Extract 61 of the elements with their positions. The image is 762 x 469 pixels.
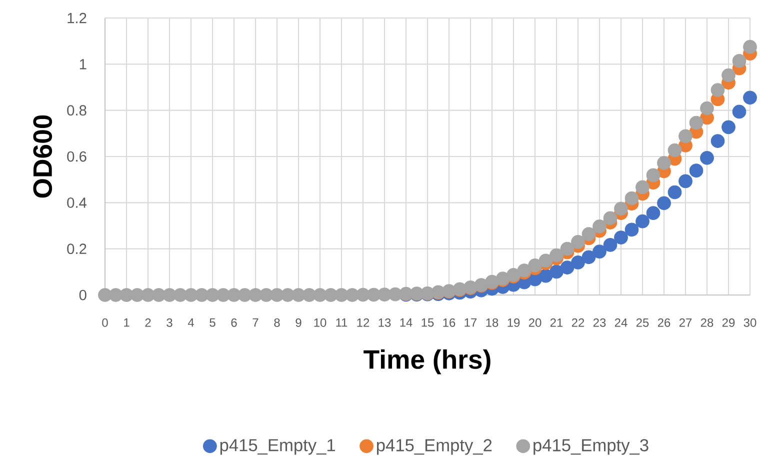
- x-tick-label: 30: [744, 318, 756, 327]
- x-tick-label: 23: [593, 318, 606, 327]
- x-tick-label: 22: [572, 318, 584, 327]
- x-tick-label: 18: [486, 318, 498, 327]
- point: [560, 260, 574, 274]
- x-tick-label: 13: [378, 318, 391, 327]
- y-tick-label: 0.6: [67, 151, 86, 162]
- point: [668, 185, 682, 200]
- x-tick-label: 2: [145, 318, 151, 327]
- point: [582, 250, 596, 264]
- y-tick-label: 0.4: [67, 197, 87, 208]
- y-tick-label: 0.8: [67, 105, 86, 116]
- point: [710, 134, 725, 148]
- y-tick-label: 0.2: [67, 244, 86, 254]
- point: [614, 230, 628, 244]
- y-tick-label: 0: [79, 290, 86, 300]
- y-tick-label: 1.2: [68, 12, 86, 24]
- point: [624, 222, 639, 237]
- x-tick-label: 0: [102, 318, 108, 327]
- point: [592, 244, 606, 259]
- x-tick-label: 9: [296, 318, 302, 327]
- point: [689, 164, 704, 178]
- point: [571, 256, 585, 270]
- x-tick-label: 17: [464, 318, 477, 327]
- x-tick-label: 5: [210, 318, 216, 327]
- x-tick-label: 12: [357, 318, 370, 327]
- x-tick-label: 8: [274, 318, 280, 327]
- y-axis-title: OD600: [33, 115, 52, 198]
- point: [700, 150, 714, 165]
- x-tick-label: 10: [314, 318, 326, 327]
- x-tick-label: 27: [679, 318, 692, 327]
- legend-label: p415_Empty_3: [534, 439, 648, 455]
- x-tick-label: 21: [550, 318, 563, 327]
- point: [657, 196, 671, 210]
- point: [550, 264, 564, 279]
- x-tick-label: 7: [252, 318, 258, 327]
- x-tick-label: 1: [124, 318, 130, 327]
- point: [732, 104, 746, 119]
- x-axis-title: Time (hrs): [364, 349, 490, 374]
- legend-label: p415_Empty_1: [220, 439, 336, 455]
- point: [678, 174, 692, 188]
- x-tick-label: 20: [528, 318, 542, 327]
- x-tick-label: 29: [722, 318, 735, 327]
- point: [636, 214, 650, 228]
- x-tick-label: 3: [166, 318, 172, 327]
- x-tick-label: 4: [188, 318, 194, 327]
- x-tick-label: 16: [443, 318, 456, 327]
- x-tick-label: 11: [336, 318, 348, 327]
- x-tick-label: 19: [508, 318, 520, 327]
- x-tick-label: 28: [700, 318, 714, 327]
- x-tick-label: 6: [231, 318, 237, 327]
- x-tick-label: 24: [614, 318, 628, 327]
- x-tick-label: 14: [400, 318, 412, 327]
- y-tick-label: 1: [80, 59, 86, 70]
- x-tick-label: 15: [422, 318, 434, 327]
- point: [603, 238, 618, 252]
- x-tick-label: 26: [658, 318, 670, 327]
- legend-label: p415_Empty_2: [376, 439, 492, 455]
- point: [646, 206, 660, 220]
- x-tick-label: 25: [636, 318, 649, 327]
- point: [722, 120, 736, 134]
